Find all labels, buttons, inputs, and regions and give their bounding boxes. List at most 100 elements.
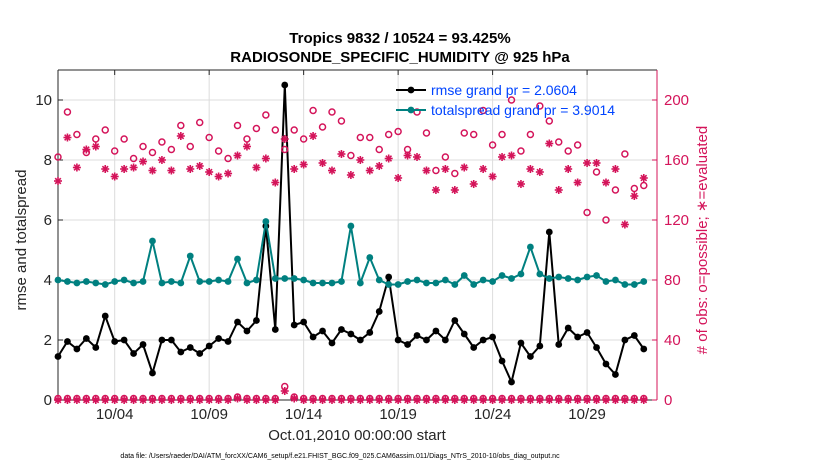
- axes-layer: 10/04 10/09 10/14 10/19 10/24 10/29 0 2 4 6 8 10 0 40…: [35, 69, 689, 423]
- obs-evaluated-point: [91, 142, 100, 151]
- rmse-point: [328, 339, 336, 347]
- obs-evaluated-point: [526, 165, 535, 173]
- obs-evaluated-point: [583, 396, 592, 404]
- obs-evaluated-point: [299, 396, 308, 404]
- obs-evaluated-point: [318, 159, 327, 167]
- rmse-point: [640, 345, 648, 353]
- legend-rmse: rmse grand pr = 2.0604: [396, 82, 577, 98]
- rmse-point: [602, 360, 610, 368]
- x-tick-label: 10/09: [190, 406, 228, 423]
- obs-possible-point: [177, 121, 185, 130]
- obs-evaluated-point: [120, 396, 129, 404]
- obs-evaluated-point: [620, 396, 629, 404]
- totalspread-point: [517, 270, 525, 278]
- obs-possible-point: [186, 142, 195, 151]
- rmse-point: [54, 353, 62, 360]
- obs-evaluated-point: [469, 180, 478, 188]
- obs-evaluated-point: [488, 172, 497, 181]
- obs-evaluated-point: [564, 165, 573, 173]
- obs-evaluated-point: [583, 159, 592, 167]
- obs-possible-point: [488, 141, 497, 149]
- rmse-point: [271, 326, 279, 333]
- obs-evaluated-point: [450, 186, 459, 194]
- obs-evaluated-point: [413, 396, 422, 404]
- obs-evaluated-point: [450, 396, 459, 404]
- totalspread-point: [640, 278, 648, 285]
- totalspread-point: [205, 278, 213, 285]
- obs-possible-point: [356, 133, 365, 142]
- totalspread-point: [508, 275, 515, 282]
- y-axis-right-label: # of obs: o=possible; ∗=evaluated: [694, 126, 711, 355]
- totalspread-point: [64, 278, 71, 285]
- obs-evaluated-point: [365, 396, 374, 404]
- obs-evaluated-point: [139, 157, 148, 166]
- rmse-point: [366, 329, 374, 336]
- x-tick-label: 10/29: [568, 406, 606, 423]
- y-tick-label-right: 200: [664, 92, 689, 109]
- series-layer: [54, 81, 648, 404]
- totalspread-point: [574, 276, 582, 284]
- obs-possible-point: [451, 169, 459, 178]
- rmse-point: [545, 228, 553, 236]
- obs-possible-point: [328, 108, 336, 116]
- obs-possible-point: [554, 138, 563, 146]
- rmse-point: [432, 327, 440, 335]
- obs-evaluated-point: [337, 150, 346, 158]
- obs-evaluated-point: [72, 396, 81, 404]
- obs-evaluated-point: [327, 166, 336, 175]
- obs-possible-point: [309, 106, 317, 115]
- obs-evaluated-point: [460, 163, 469, 172]
- obs-evaluated-point: [290, 394, 299, 403]
- totalspread-point: [196, 278, 204, 285]
- rmse-point: [612, 371, 619, 378]
- y-tick-label-left: 6: [44, 212, 52, 229]
- obs-evaluated-point: [176, 396, 185, 404]
- obs-evaluated-point: [129, 396, 138, 404]
- obs-evaluated-point: [214, 396, 223, 404]
- totalspread-point: [593, 272, 600, 279]
- obs-possible-point: [148, 148, 157, 157]
- x-tick-label: 10/24: [474, 406, 512, 423]
- totalspread-point: [385, 281, 393, 288]
- obs-evaluated-point: [290, 165, 299, 173]
- obs-possible-point: [252, 124, 261, 133]
- totalspread-point: [149, 237, 156, 245]
- obs-evaluated-point: [318, 396, 327, 404]
- obs-possible-point: [536, 102, 544, 110]
- obs-evaluated-point: [394, 396, 403, 404]
- obs-evaluated-point: [186, 396, 195, 404]
- obs-evaluated-point: [592, 396, 601, 404]
- totalspread-point: [441, 276, 449, 284]
- obs-evaluated-point: [375, 396, 384, 404]
- totalspread-point: [319, 279, 326, 287]
- rmse-point: [73, 345, 81, 353]
- legend-totalspread-marker: [407, 106, 415, 114]
- totalspread-point: [54, 276, 62, 284]
- obs-possible-point: [441, 153, 450, 161]
- totalspread-point: [92, 279, 100, 287]
- rmse-point: [517, 339, 525, 347]
- obs-evaluated-point: [224, 396, 233, 404]
- chart-subtitle: RADIOSONDE_SPECIFIC_HUMIDITY @ 925 hPa: [230, 49, 570, 66]
- obs-possible-point: [337, 117, 346, 125]
- obs-possible-point: [281, 145, 289, 154]
- totalspread-point: [177, 279, 185, 287]
- obs-possible-point: [271, 126, 280, 134]
- rmse-point: [186, 344, 194, 351]
- obs-evaluated-point: [167, 396, 176, 404]
- obs-evaluated-point: [545, 139, 554, 148]
- obs-evaluated-point: [479, 396, 488, 404]
- obs-possible-point: [469, 130, 478, 139]
- totalspread-point: [564, 275, 572, 282]
- totalspread-point: [120, 276, 128, 284]
- obs-possible-point: [299, 135, 308, 143]
- rmse-point: [593, 344, 600, 351]
- obs-evaluated-point: [101, 396, 110, 404]
- obs-evaluated-point: [545, 396, 554, 404]
- y-tick-label-right: 160: [664, 152, 689, 169]
- obs-possible-point: [120, 135, 128, 143]
- totalspread-point: [281, 275, 289, 282]
- totalspread-point: [470, 281, 478, 288]
- obs-evaluated-point: [54, 396, 62, 404]
